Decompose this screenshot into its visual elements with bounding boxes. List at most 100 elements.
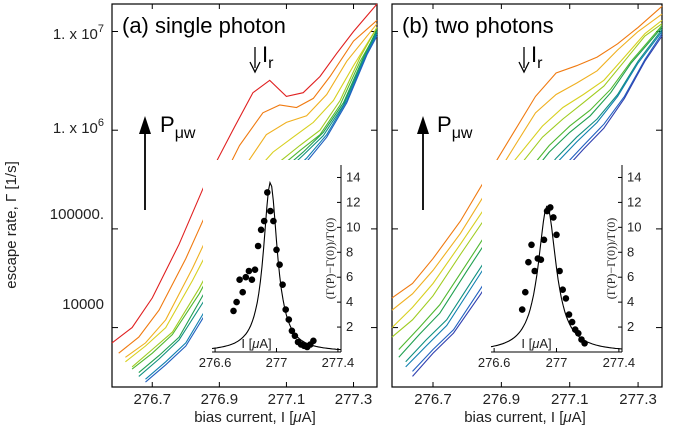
inset-point-a-12: [267, 207, 274, 215]
inset-y-tick-label-a-1: 4: [346, 294, 353, 309]
y-tick-labels: 1. x 107 1. x 106 100000. 10000: [50, 23, 104, 313]
inset-point-a-16: [279, 281, 286, 289]
inset-point-b-13: [559, 286, 566, 294]
x-label-b-pre: bias current, I [: [464, 409, 564, 426]
inset-point-b-1: [522, 288, 529, 296]
ir-annotation-a: Ir: [249, 42, 274, 74]
series-line-a-1: [118, 19, 378, 354]
y-tick-label-1e7: 1. x 107: [53, 23, 104, 43]
inset-y-tick-label-b-1: 4: [627, 294, 634, 309]
inset-y-tick-label-b-2: 6: [627, 269, 634, 284]
inset-a: 2 4 6 8 10 12 14 276.6 277 277.4 I [μA] (Γ(P)−Γ(0))…: [199, 160, 360, 370]
ir-a-sub: r: [268, 55, 274, 72]
pmw-b-sub: μw: [452, 125, 473, 142]
inset-point-b-0: [518, 306, 526, 313]
inset-fit-curve-b: [490, 205, 623, 350]
inset-x-label-mu-b: μ: [531, 336, 539, 351]
series-line-a-0: [111, 3, 378, 344]
series-line-b-3: [391, 23, 663, 338]
inset-x-label-post-b: A]: [539, 336, 551, 351]
y-tick-label-1e5: 100000.: [50, 206, 104, 223]
inset-point-b-12: [556, 267, 563, 275]
series-line-a-2: [125, 23, 378, 358]
inset-point-a-19: [288, 327, 296, 335]
ir-label-b: Ir: [531, 42, 543, 72]
x-tick-label-b-0: 276.7: [414, 391, 452, 408]
inset-point-a-26: [310, 337, 317, 345]
inset-point-a-6: [248, 276, 256, 284]
y-tick-label-1e6: 1. x 106: [53, 117, 104, 137]
inset-x-tick-label-b-0: 276.6: [478, 355, 511, 370]
inset-b-bg: [482, 160, 632, 353]
inset-point-a-7: [251, 266, 259, 274]
inset-y-tick-label-b-5: 12: [627, 194, 641, 209]
inset-point-b-2: [525, 258, 532, 266]
inset-a-bg: [203, 160, 351, 353]
ir-annotation-b: Ir: [518, 42, 543, 74]
y-tick-1e6-exp: 6: [98, 117, 104, 129]
inset-point-a-3: [239, 288, 246, 296]
x-label-a-mu: μ: [292, 409, 301, 426]
panel-a: 276.7 276.9 277.1 277.3 (a) single photon I…: [111, 3, 378, 408]
x-axis-label: bias current, I [μA]: [194, 409, 316, 426]
pmw-annotation-a: Pμw: [139, 112, 196, 210]
x-axis-label-b: bias current, I [μA]: [464, 409, 586, 426]
ir-b-main: I: [531, 42, 537, 67]
inset-point-a-2: [236, 276, 243, 284]
y-tick-label-1e4: 10000: [62, 296, 104, 313]
ir-b-sub: r: [537, 55, 543, 72]
inset-y-tick-label-a-4: 10: [346, 219, 360, 234]
inset-x-tick-label-a-0: 276.6: [199, 355, 232, 370]
inset-point-b-16: [568, 318, 576, 326]
inset-x-tick-label-a-1: 277: [266, 355, 288, 370]
y-tick-1e7-main: 1. x 10: [53, 26, 98, 43]
panel-b-frame: [391, 3, 663, 388]
inset-point-a-20: [291, 332, 299, 340]
inset-point-a-11: [264, 189, 271, 196]
inset-fit-curve-a: [211, 180, 342, 351]
inset-x-label-pre-b: I [: [521, 336, 532, 351]
y-tick-1e6-main: 1. x 10: [53, 120, 98, 137]
inset-point-a-10: [260, 217, 268, 225]
inset-x-label-pre-a: I [: [241, 336, 252, 351]
inset-point-a-14: [273, 246, 280, 254]
pmw-a-main: P: [160, 112, 175, 137]
panel-b: 276.7 276.9 277.1 277.3 (b) two photons Ir …: [391, 3, 663, 408]
inset-point-a-8: [254, 242, 262, 250]
inset-point-a-0: [230, 307, 237, 315]
inset-y-tick-label-a-0: 2: [346, 319, 353, 334]
inset-x-label-post-a: A]: [259, 336, 271, 351]
inset-point-b-9: [547, 204, 554, 211]
inset-point-b-15: [565, 311, 573, 318]
x-tick-label-b-3: 277.3: [619, 391, 657, 408]
panel-a-frame: [111, 3, 378, 388]
x-label-b-post: A]: [572, 409, 586, 426]
panel-a-ticks: 276.7 276.9 277.1 277.3: [112, 4, 377, 408]
inset-point-a-13: [270, 217, 277, 225]
x-label-a-pre: bias current, I [: [194, 409, 294, 426]
inset-point-a-17: [282, 306, 290, 313]
pmw-label-b: Pμw: [437, 112, 473, 142]
inset-point-a-5: [245, 267, 253, 275]
inset-point-a-1: [233, 298, 240, 306]
inset-y-label-b: (Γ(P)−Γ(0))/Γ(0): [604, 218, 618, 300]
series-line-b-1: [391, 13, 663, 311]
ir-arrow-b-head: [518, 61, 530, 74]
inset-point-b-20: [581, 340, 588, 347]
inset-x-label-b: I [μA]: [521, 336, 551, 351]
inset-y-tick-label-a-3: 8: [346, 244, 353, 259]
panel-b-ticks: 276.7 276.9 277.1 277.3: [392, 4, 662, 408]
inset-point-b-11: [553, 231, 560, 239]
inset-point-a-4: [242, 273, 250, 281]
inset-y-tick-label-b-0: 2: [627, 319, 634, 334]
x-tick-label-a-0: 276.7: [133, 391, 171, 408]
series-line-b-0: [391, 5, 663, 299]
panel-b-title: (b) two photons: [402, 13, 554, 38]
pmw-label-a: Pμw: [160, 112, 196, 142]
inset-point-b-4: [531, 267, 538, 275]
x-label-b-mu: μ: [562, 409, 571, 426]
inset-point-b-3: [528, 241, 535, 249]
pmw-arrow-a-head: [139, 116, 151, 134]
inset-point-b-6: [537, 256, 545, 264]
